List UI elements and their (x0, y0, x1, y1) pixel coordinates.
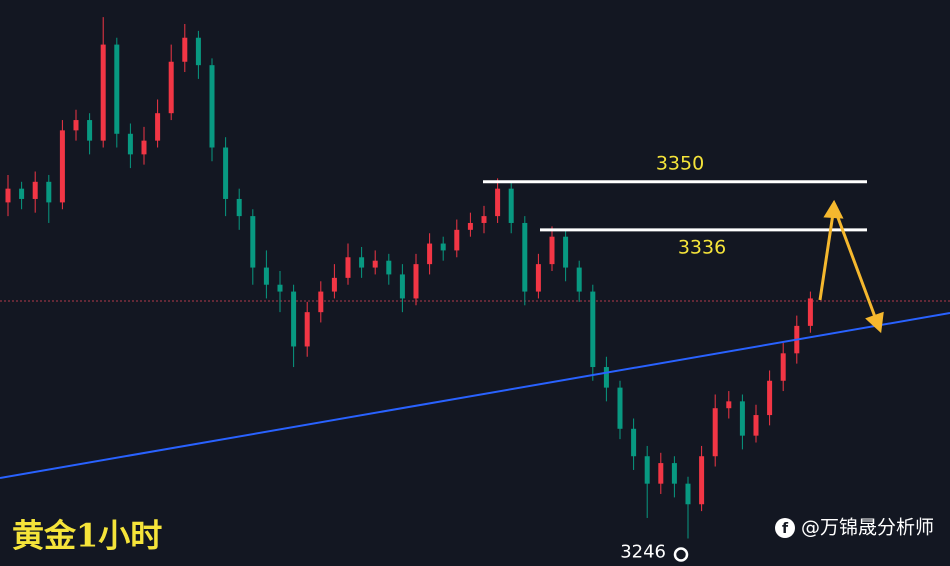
candle-body (236, 198, 242, 217)
candle-body (73, 120, 79, 131)
fb-icon-letter: f (782, 521, 789, 537)
candle-body (522, 222, 528, 292)
candle-body (807, 298, 813, 326)
candle-body (399, 274, 405, 299)
candle-body (617, 387, 623, 429)
candle-body (223, 147, 229, 199)
candle-body (263, 267, 269, 285)
candle-body (5, 188, 11, 203)
candle-body (19, 188, 25, 199)
levels: 3350 3336 3246 (483, 152, 867, 563)
arrow-head (865, 311, 884, 334)
low-label: 3246 (620, 542, 666, 563)
candle-body (685, 483, 691, 505)
candle-body (495, 188, 501, 217)
candle-body (590, 291, 596, 368)
candle-body (440, 243, 446, 251)
low-marker (673, 547, 689, 562)
candle-body (250, 216, 256, 268)
candle-body (59, 130, 65, 203)
candle-body (114, 44, 120, 134)
level-label: 3336 (678, 236, 726, 258)
candle-body (413, 264, 419, 299)
candle-body (32, 181, 38, 199)
candle-body (318, 291, 324, 313)
candle-body (780, 353, 786, 381)
arrows (818, 199, 884, 334)
candle-body (712, 408, 718, 457)
candle-body (576, 267, 582, 292)
candle-body (549, 236, 555, 265)
candle-body (141, 140, 147, 155)
candle-body (127, 133, 133, 155)
candle-body (182, 37, 188, 62)
candle-body (767, 380, 773, 416)
candle-body (454, 229, 460, 251)
candle-body (739, 401, 745, 436)
candle-body (100, 44, 106, 141)
candle-body (386, 260, 392, 275)
candle-body (467, 222, 473, 230)
candle-body (291, 291, 297, 347)
candle-body (427, 243, 433, 265)
candle-body (331, 277, 337, 292)
candle-body (359, 257, 365, 268)
candle-body (209, 65, 215, 148)
candle-body (481, 216, 487, 223)
trend-line (0, 312, 950, 479)
candle-body (87, 120, 93, 141)
chart-title: 黄金1小时 (12, 517, 162, 555)
candle-body (168, 61, 174, 114)
watermark: @万锦晟分析师 (801, 517, 934, 539)
candle-body (155, 113, 161, 141)
candle-body (658, 463, 664, 484)
candle-body (46, 181, 52, 203)
arrow-head (823, 199, 844, 219)
candle-body (195, 37, 201, 66)
candle-body (345, 257, 351, 278)
candle-body (631, 428, 637, 457)
fb-icon (775, 518, 795, 538)
candle-body (671, 463, 677, 484)
candle-body (603, 367, 609, 388)
candle-body (563, 236, 569, 268)
candle-body (699, 456, 705, 505)
candle-body (644, 456, 650, 484)
candle-body (726, 401, 732, 409)
candle-body (372, 260, 378, 268)
candle-body (535, 264, 541, 292)
candle-body (304, 312, 310, 347)
candles (5, 17, 813, 539)
candle-body (753, 415, 759, 436)
level-label: 3350 (656, 152, 704, 174)
candle-body (508, 188, 514, 223)
candle-body (277, 284, 283, 292)
